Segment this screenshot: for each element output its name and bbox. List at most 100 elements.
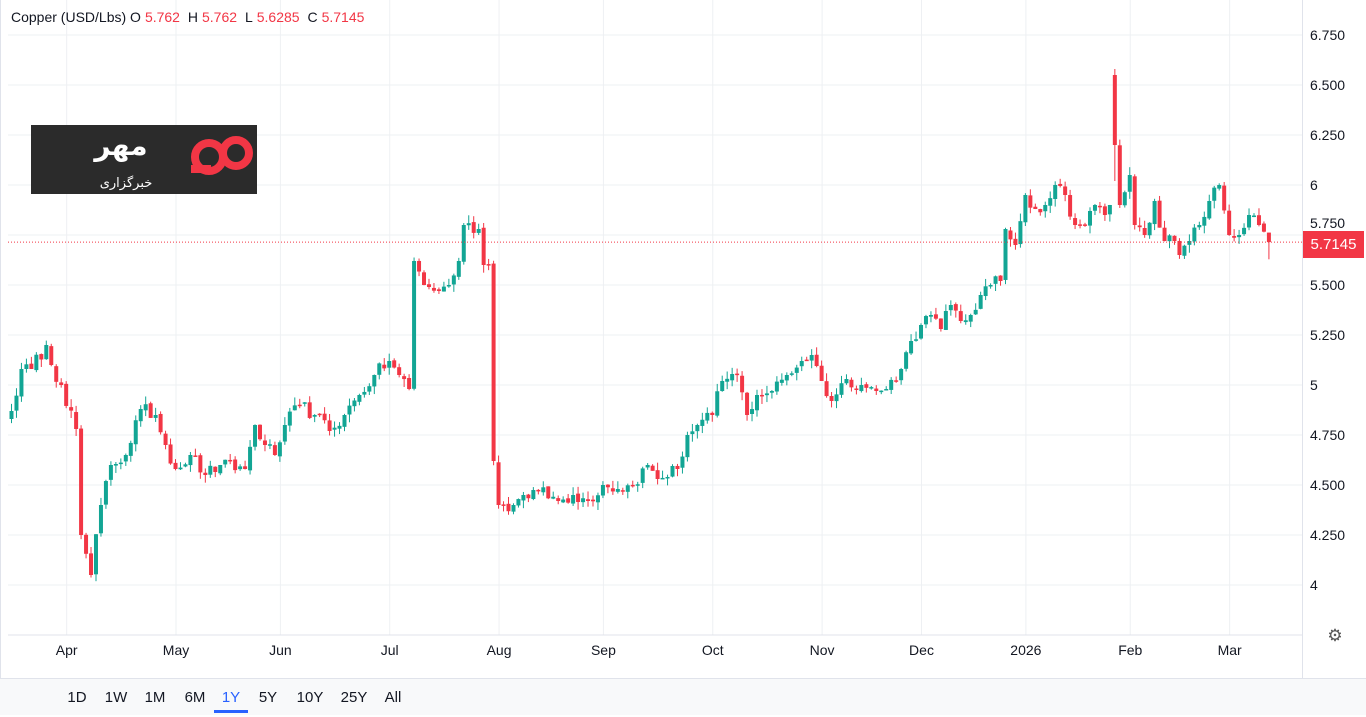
candle-body <box>422 272 427 285</box>
range-6m[interactable]: 6M <box>184 689 206 706</box>
candle-body <box>710 412 715 415</box>
candle-body <box>1212 187 1217 201</box>
candlestick-chart[interactable]: 4 4.250 4.500 4.750 5 5.250 5.500 5.750 6 6.250 6.… <box>0 0 1366 678</box>
candle-body <box>914 339 919 341</box>
candle-body <box>899 369 904 381</box>
range-10y[interactable]: 10Y <box>296 689 324 706</box>
candle-body <box>307 402 312 418</box>
candle-body <box>1107 205 1112 215</box>
symbol-label: Copper (USD/Lbs) <box>11 9 127 25</box>
range-1w[interactable]: 1W <box>104 689 128 706</box>
candle-body <box>148 403 153 418</box>
candle-body <box>84 534 89 554</box>
candle-body <box>745 392 750 415</box>
y-tick-label: 4 <box>1310 577 1318 593</box>
x-tick-label: May <box>163 642 189 658</box>
y-tick-label: 5.250 <box>1310 327 1345 343</box>
candle-body <box>725 378 730 382</box>
mehr-news-logo: مهر خبرگزاری <box>31 125 257 194</box>
candle-body <box>228 459 233 462</box>
candle-body <box>103 481 108 505</box>
candle-body <box>844 379 849 384</box>
candle-body <box>461 225 466 262</box>
candle-body <box>571 495 576 504</box>
candle-body <box>272 445 277 455</box>
candle-body <box>258 424 262 440</box>
range-5y[interactable]: 5Y <box>258 689 278 706</box>
candle-body <box>372 375 377 387</box>
candle-body <box>829 396 834 401</box>
candle-body <box>869 387 874 389</box>
open-label: O <box>130 9 141 25</box>
candle-body <box>1261 223 1266 232</box>
candle-body <box>153 415 158 418</box>
candle-body <box>1117 145 1122 205</box>
candle-body <box>730 374 735 381</box>
candle-body <box>566 498 571 503</box>
candle-body <box>541 487 546 493</box>
gear-icon[interactable]: ⚙ <box>1327 626 1343 645</box>
candle-body <box>909 341 914 354</box>
candle-body <box>412 261 417 389</box>
candle-body <box>317 413 322 416</box>
candle-body <box>178 467 183 470</box>
candle-body <box>342 415 347 427</box>
candle-body <box>347 405 352 415</box>
y-tick-label: 5 <box>1310 377 1318 393</box>
y-tick-label: 4.500 <box>1310 477 1345 493</box>
candle-body <box>486 264 491 266</box>
candle-body <box>9 411 14 419</box>
candle-body <box>526 494 531 499</box>
candle-body <box>933 314 938 319</box>
low-value: 5.6285 <box>256 9 300 25</box>
candle-body <box>133 420 138 445</box>
range-1y[interactable]: 1Y <box>214 679 248 713</box>
candle-body <box>586 499 591 501</box>
x-tick-label: Apr <box>56 642 78 658</box>
candle-body <box>1227 210 1232 235</box>
range-1m[interactable]: 1M <box>144 689 166 706</box>
candle-body <box>556 498 561 501</box>
candle-body <box>1028 195 1033 208</box>
candle-body <box>1018 221 1023 245</box>
candle-body <box>759 394 764 397</box>
candle-body <box>640 468 645 483</box>
candle-body <box>392 360 397 368</box>
candle-body <box>1266 232 1271 243</box>
candle-body <box>14 395 19 411</box>
candle-body <box>138 409 143 422</box>
candle-body <box>208 465 213 475</box>
candle-body <box>29 363 34 369</box>
candle-body <box>193 455 198 457</box>
candle-body <box>203 472 208 475</box>
candle-body <box>233 459 238 471</box>
candle-body <box>277 442 282 457</box>
range-25y[interactable]: 25Y <box>340 689 368 706</box>
candle-body <box>506 503 511 512</box>
candle-body <box>282 425 287 442</box>
candle-body <box>919 325 924 339</box>
candle-body <box>24 364 29 369</box>
candle-body <box>879 390 884 393</box>
candle-body <box>1182 245 1187 256</box>
candle-body <box>173 462 178 469</box>
candle-body <box>610 488 615 492</box>
candle-body <box>158 413 163 433</box>
candle-body <box>1033 206 1038 209</box>
range-1d[interactable]: 1D <box>67 689 87 706</box>
high-label: H <box>187 9 198 25</box>
candle-body <box>218 465 223 474</box>
candle-body <box>1058 183 1063 186</box>
candle-body <box>884 389 889 391</box>
candle-body <box>19 369 24 397</box>
candle-body <box>238 466 243 470</box>
candle-body <box>1043 205 1048 212</box>
range-all[interactable]: All <box>384 689 402 706</box>
candle-body <box>69 407 74 411</box>
candle-body <box>834 394 839 402</box>
candle-body <box>1008 230 1013 240</box>
candle-body <box>387 361 392 368</box>
candle-body <box>312 415 317 417</box>
x-tick-label: Jul <box>381 642 399 658</box>
x-tick-label: Jun <box>269 642 292 658</box>
